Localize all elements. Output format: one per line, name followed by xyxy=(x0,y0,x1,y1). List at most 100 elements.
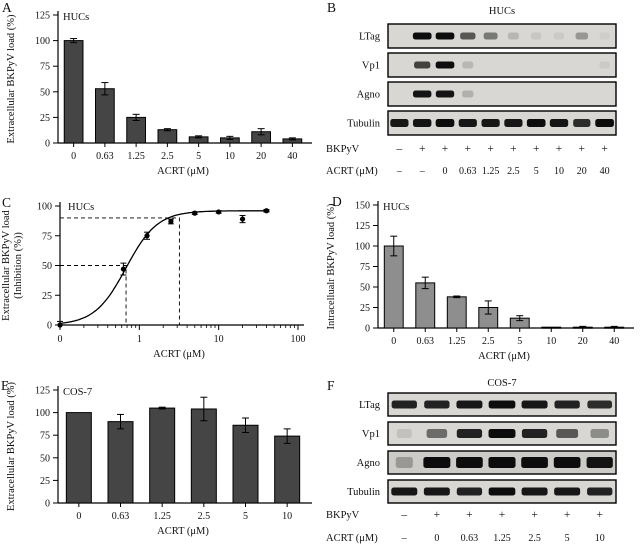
svg-text:+: + xyxy=(564,509,571,521)
svg-text:ACRT (μM): ACRT (μM) xyxy=(157,166,209,177)
svg-text:+: + xyxy=(531,509,538,521)
svg-text:0.63: 0.63 xyxy=(459,166,477,177)
panel-b: B HUCs LTag Vp1 Agno Tubulin BKPyV – + + + + + + + + + A… xyxy=(320,0,642,190)
svg-text:25: 25 xyxy=(40,113,50,124)
svg-text:2.5: 2.5 xyxy=(198,511,211,522)
svg-text:LTag: LTag xyxy=(359,32,381,43)
svg-text:–: – xyxy=(401,533,408,544)
svg-text:–: – xyxy=(396,143,403,155)
svg-text:100: 100 xyxy=(37,202,52,213)
svg-text:Tubulin: Tubulin xyxy=(347,119,381,130)
svg-text:75: 75 xyxy=(360,262,370,273)
svg-text:0: 0 xyxy=(443,166,448,177)
panel-f-western-blot: COS-7 LTag Vp1 Agno Tubulin BKPyV – + + + + + + ACRT … xyxy=(326,378,617,544)
svg-text:+: + xyxy=(434,509,441,521)
svg-text:+: + xyxy=(533,143,540,155)
svg-text:ACRT (μM): ACRT (μM) xyxy=(326,166,378,177)
svg-text:0: 0 xyxy=(434,533,439,544)
svg-text:0.63: 0.63 xyxy=(461,533,479,544)
svg-text:25: 25 xyxy=(40,476,50,487)
svg-text:HUCs: HUCs xyxy=(489,6,515,17)
panel-e: E 0 25 50 75 100 125 COS-7 0 0.63 1.25 2.5 5 10 ACRT … xyxy=(0,375,320,550)
svg-text:10: 10 xyxy=(282,511,292,522)
svg-text:Agno: Agno xyxy=(357,90,380,101)
svg-text:75: 75 xyxy=(40,431,50,442)
svg-text:2.5: 2.5 xyxy=(161,151,174,162)
svg-text:125: 125 xyxy=(35,11,50,22)
svg-text:HUCs: HUCs xyxy=(68,202,94,213)
svg-text:COS-7: COS-7 xyxy=(63,387,92,398)
svg-text:–: – xyxy=(419,166,426,177)
svg-text:10: 10 xyxy=(554,166,564,177)
svg-text:1.25: 1.25 xyxy=(448,336,466,347)
svg-text:20: 20 xyxy=(577,166,587,177)
svg-text:75: 75 xyxy=(40,62,50,73)
svg-text:ACRT (μM): ACRT (μM) xyxy=(153,349,205,360)
svg-text:–: – xyxy=(396,166,403,177)
svg-text:40: 40 xyxy=(609,336,619,347)
svg-text:0: 0 xyxy=(58,334,63,345)
svg-text:20: 20 xyxy=(256,151,266,162)
svg-text:25: 25 xyxy=(360,303,370,314)
svg-text:0: 0 xyxy=(45,499,50,510)
svg-text:2.5: 2.5 xyxy=(528,533,541,544)
svg-text:50: 50 xyxy=(42,261,52,272)
svg-text:Agno: Agno xyxy=(357,458,380,469)
svg-text:HUCs: HUCs xyxy=(383,202,409,213)
svg-text:1.25: 1.25 xyxy=(493,533,511,544)
svg-text:5: 5 xyxy=(534,166,539,177)
svg-text:40: 40 xyxy=(287,151,297,162)
svg-text:0: 0 xyxy=(365,324,370,335)
panel-d-bar-chart: 0 25 50 75 100 125 150 HUCs 0 0.63 1.25 2.5 5 10 20 40 A… xyxy=(326,201,634,362)
svg-text:10: 10 xyxy=(214,334,224,345)
svg-text:1.25: 1.25 xyxy=(127,151,145,162)
panel-a: A 0 25 50 75 100 125 HUCs 0 0.63 1.25 2.5 5 10 20 40 AC… xyxy=(0,0,320,190)
svg-text:20: 20 xyxy=(578,336,588,347)
svg-text:0.63: 0.63 xyxy=(417,336,435,347)
svg-text:+: + xyxy=(596,509,603,521)
svg-text:25: 25 xyxy=(42,291,52,302)
svg-text:100: 100 xyxy=(291,334,306,345)
svg-text:ACRT (μM): ACRT (μM) xyxy=(478,351,530,362)
svg-text:+: + xyxy=(419,143,426,155)
panel-e-letter: E xyxy=(1,378,10,393)
svg-text:+: + xyxy=(466,509,473,521)
svg-text:+: + xyxy=(579,143,586,155)
panel-e-bar-chart: 0 25 50 75 100 125 COS-7 0 0.63 1.25 2.5 5 10 ACRT (μ… xyxy=(6,382,312,537)
svg-text:–: – xyxy=(400,509,407,521)
panel-d-letter: D xyxy=(332,194,342,209)
svg-text:5: 5 xyxy=(196,151,201,162)
panel-a-letter: A xyxy=(2,0,12,15)
svg-text:0: 0 xyxy=(45,139,50,150)
svg-text:100: 100 xyxy=(35,408,50,419)
svg-text:100: 100 xyxy=(35,36,50,47)
svg-text:LTag: LTag xyxy=(359,400,381,411)
svg-text:0.63: 0.63 xyxy=(112,511,130,522)
svg-text:1.25: 1.25 xyxy=(153,511,171,522)
svg-text:Extracellular BKPyV load (%): Extracellular BKPyV load (%) xyxy=(6,14,17,143)
svg-text:150: 150 xyxy=(355,201,370,212)
svg-text:ACRT (μM): ACRT (μM) xyxy=(157,526,209,537)
svg-text:0.63: 0.63 xyxy=(96,151,114,162)
svg-text:Extracellular BKPyV load: Extracellular BKPyV load xyxy=(1,209,12,320)
svg-text:+: + xyxy=(510,143,517,155)
svg-text:5: 5 xyxy=(565,533,570,544)
svg-text:Vp1: Vp1 xyxy=(362,429,380,440)
svg-text:+: + xyxy=(465,143,472,155)
panel-b-western-blot: HUCs LTag Vp1 Agno Tubulin BKPyV – + + + + + + + + + ACR… xyxy=(326,6,617,177)
svg-text:Extracellular BKPyV load (%): Extracellular BKPyV load (%) xyxy=(6,382,17,511)
svg-text:10: 10 xyxy=(595,533,605,544)
panel-f: F COS-7 LTag Vp1 Agno Tubulin BKPyV – + + + + + + ACR… xyxy=(320,375,642,550)
svg-text:Tubulin: Tubulin xyxy=(347,487,381,498)
svg-text:125: 125 xyxy=(355,221,370,232)
svg-text:Vp1: Vp1 xyxy=(362,61,380,72)
svg-text:5: 5 xyxy=(243,511,248,522)
panel-d: D 0 25 50 75 100 125 150 HUCs 0 0.63 1.25 2.5 5 10 20 4… xyxy=(320,190,642,375)
svg-text:1.25: 1.25 xyxy=(482,166,500,177)
panel-c-letter: C xyxy=(2,195,12,210)
svg-text:+: + xyxy=(442,143,449,155)
panel-b-letter: B xyxy=(327,0,337,15)
svg-text:HUCs: HUCs xyxy=(63,12,89,23)
svg-text:ACRT (μM): ACRT (μM) xyxy=(326,533,378,544)
